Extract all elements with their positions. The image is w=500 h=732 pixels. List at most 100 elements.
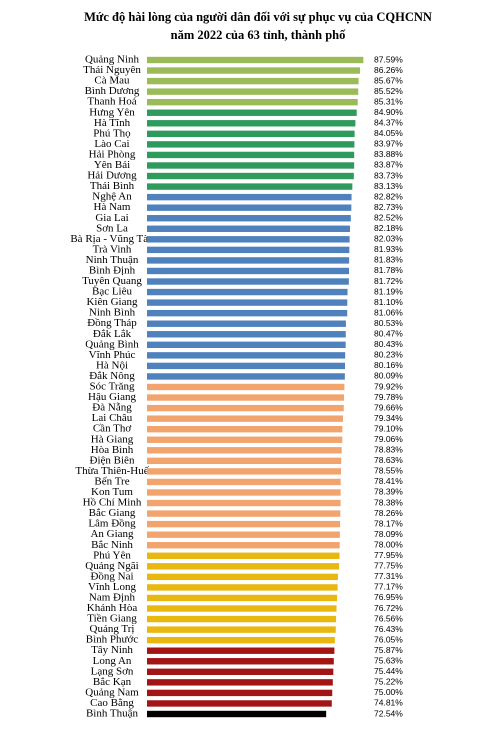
value-label: 77.75% bbox=[374, 561, 403, 571]
category-label: Kon Tum bbox=[91, 486, 133, 498]
value-label: 78.09% bbox=[374, 529, 403, 539]
value-label: 75.00% bbox=[374, 687, 403, 697]
value-label: 87.59% bbox=[374, 54, 403, 64]
value-label: 83.13% bbox=[374, 181, 403, 191]
category-label: Quảng Ninh bbox=[85, 54, 140, 66]
bar bbox=[147, 162, 355, 169]
category-label: Bình Định bbox=[89, 264, 136, 276]
value-label: 78.41% bbox=[374, 476, 403, 486]
category-label: Quảng Nam bbox=[85, 686, 139, 698]
category-label: Bình Thuận bbox=[86, 708, 139, 720]
value-label: 72.54% bbox=[374, 708, 403, 718]
category-label: Ninh Bình bbox=[89, 307, 136, 319]
bar bbox=[147, 658, 334, 665]
value-label: 78.17% bbox=[374, 518, 403, 528]
value-label: 76.72% bbox=[374, 603, 403, 613]
bar bbox=[147, 542, 340, 549]
category-label: Đắk Lắk bbox=[93, 328, 132, 340]
category-label: Hải Phòng bbox=[89, 148, 136, 160]
bar bbox=[147, 594, 338, 602]
value-label: 80.53% bbox=[374, 318, 403, 328]
value-label: 81.19% bbox=[374, 286, 403, 296]
category-label: Lào Cai bbox=[94, 138, 129, 150]
value-label: 77.95% bbox=[374, 550, 403, 560]
chart-title: Mức độ hài lòng của người dân đối với sự… bbox=[84, 10, 432, 24]
value-label: 83.97% bbox=[374, 139, 403, 149]
bar bbox=[147, 636, 335, 644]
category-label: Điện Biên bbox=[90, 454, 135, 466]
bar bbox=[147, 204, 352, 211]
bar bbox=[147, 626, 336, 633]
bar bbox=[147, 531, 340, 538]
bar bbox=[147, 404, 344, 412]
category-label: Nam Định bbox=[89, 591, 136, 603]
category-label: An Giang bbox=[90, 528, 134, 540]
category-label: Cao Bằng bbox=[90, 697, 134, 709]
bar bbox=[147, 67, 361, 74]
value-label: 78.63% bbox=[374, 455, 403, 465]
bar bbox=[147, 679, 333, 686]
bar bbox=[147, 425, 343, 433]
category-label: Long An bbox=[93, 655, 132, 667]
bar bbox=[147, 77, 359, 85]
category-label: Bạc Liêu bbox=[92, 286, 133, 298]
category-label: Hà Tĩnh bbox=[94, 117, 131, 129]
value-label: 86.26% bbox=[374, 65, 403, 75]
category-label: Quảng Bình bbox=[85, 338, 139, 350]
category-label: Bắc Ninh bbox=[91, 539, 133, 551]
bar bbox=[147, 563, 340, 570]
category-label: Thanh Hoá bbox=[87, 96, 136, 108]
category-label: Bà Rịa - Vũng Tàu bbox=[70, 233, 154, 245]
value-label: 76.05% bbox=[374, 634, 403, 644]
value-label: 78.38% bbox=[374, 497, 403, 507]
category-label: Đà Nẵng bbox=[92, 402, 132, 414]
category-label: Đồng Tháp bbox=[87, 317, 137, 329]
bar bbox=[147, 257, 350, 264]
category-label: Vĩnh Long bbox=[88, 581, 136, 593]
bar bbox=[147, 278, 349, 285]
category-label: Quảng Trị bbox=[90, 623, 135, 635]
bar bbox=[147, 668, 334, 676]
bar bbox=[147, 552, 340, 559]
category-label: Hòa Bình bbox=[91, 444, 134, 456]
bar bbox=[147, 647, 335, 654]
category-label: Cần Thơ bbox=[93, 423, 131, 435]
category-label: Phú Thọ bbox=[93, 127, 131, 139]
bar bbox=[147, 383, 345, 391]
category-label: Bắc Kạn bbox=[93, 676, 132, 688]
category-label: Khánh Hòa bbox=[87, 602, 138, 614]
category-label: Tuyên Quang bbox=[82, 275, 142, 287]
value-label: 82.18% bbox=[374, 223, 403, 233]
category-label: Lâm Đồng bbox=[88, 518, 136, 530]
bar bbox=[147, 309, 348, 317]
category-label: Hà Nam bbox=[94, 201, 131, 213]
category-label: Thái Nguyên bbox=[83, 64, 141, 76]
bar bbox=[147, 320, 346, 327]
bar bbox=[147, 710, 327, 718]
value-label: 78.83% bbox=[374, 445, 403, 455]
bar bbox=[147, 700, 332, 707]
bar bbox=[147, 605, 337, 612]
bar bbox=[147, 172, 354, 180]
category-label: Cà Mau bbox=[94, 75, 130, 87]
bar bbox=[147, 56, 364, 64]
value-label: 75.22% bbox=[374, 677, 403, 687]
bar bbox=[147, 436, 343, 443]
value-label: 82.52% bbox=[374, 212, 403, 222]
bar bbox=[147, 183, 353, 190]
category-label: Sóc Trăng bbox=[90, 381, 135, 393]
value-label: 85.52% bbox=[374, 86, 403, 96]
bar bbox=[147, 341, 346, 349]
value-label: 80.47% bbox=[374, 329, 403, 339]
category-label: Lai Châu bbox=[92, 412, 133, 424]
category-label: Gia Lai bbox=[95, 212, 128, 224]
category-label: Trà Vinh bbox=[93, 243, 132, 255]
category-label: Đồng Nai bbox=[90, 570, 133, 582]
value-label: 79.10% bbox=[374, 423, 403, 433]
category-label: Sơn La bbox=[96, 222, 128, 234]
value-label: 79.66% bbox=[374, 402, 403, 412]
bar bbox=[147, 88, 359, 95]
value-label: 78.26% bbox=[374, 508, 403, 518]
value-label: 81.78% bbox=[374, 265, 403, 275]
value-label: 75.87% bbox=[374, 645, 403, 655]
